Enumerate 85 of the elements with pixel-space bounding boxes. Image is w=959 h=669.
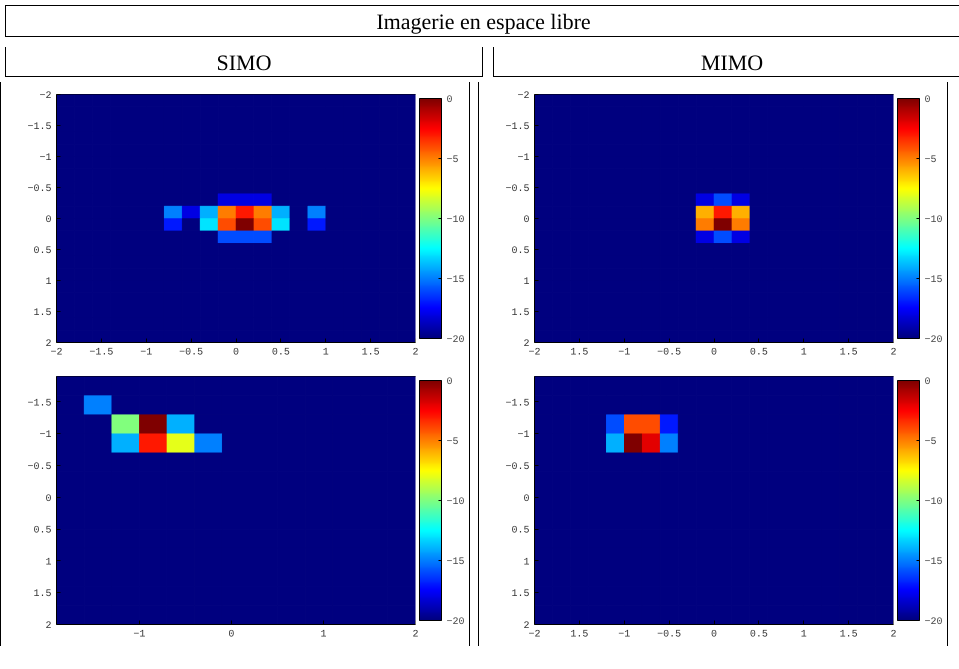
color-bar-label: −20 <box>924 335 943 346</box>
x-tick-label: 0.5 <box>750 630 768 640</box>
y-tick-label: −0.5 <box>27 184 52 195</box>
x-tick-label: 0.5 <box>272 348 290 358</box>
y-tick-label: −1.5 <box>505 398 530 410</box>
y-tick-label: 2 <box>46 339 52 350</box>
color-bar-label: −10 <box>446 497 465 508</box>
x-tick-label: 1.5 <box>840 348 858 358</box>
color-bar-label: −5 <box>446 437 459 448</box>
y-tick-label: −0.5 <box>27 462 52 474</box>
x-tick-label: −1 <box>618 348 630 358</box>
color-bar-label: −10 <box>924 497 943 508</box>
color-bar-label: −5 <box>924 437 937 448</box>
x-tick-label: 1 <box>800 630 807 640</box>
color-bar-label: −20 <box>446 335 465 346</box>
y-tick-label: −1 <box>40 153 52 164</box>
x-tick-label: −1 <box>133 630 146 640</box>
x-tick-label: 0 <box>228 630 234 640</box>
color-bar-label: 0 <box>924 377 931 388</box>
y-tick-label: 1.5 <box>511 589 530 600</box>
x-tick-label: 0 <box>711 630 718 640</box>
y-tick-label: −2 <box>518 91 530 102</box>
x-tick-label: −1 <box>140 348 152 358</box>
y-tick-label: −1 <box>518 430 530 442</box>
y-tick-label: 1.5 <box>33 308 52 319</box>
x-tick-label: −0.5 <box>179 348 204 358</box>
color-bar-label: −15 <box>446 557 465 568</box>
y-tick-label: 1.5 <box>33 589 52 600</box>
y-tick-label: −2 <box>40 91 52 102</box>
x-tick-label: 0 <box>233 348 240 358</box>
color-bar-label: −5 <box>924 155 937 166</box>
y-tick-label: 0.5 <box>511 526 530 537</box>
x-tick-label: 0 <box>711 348 718 358</box>
y-tick-label: −1.5 <box>27 398 52 410</box>
x-tick-label: 1.5 <box>362 348 380 358</box>
x-tick-label: 1.5 <box>840 630 858 640</box>
color-bar-label: −20 <box>446 617 465 628</box>
y-tick-label: −0.5 <box>505 184 530 195</box>
x-tick-label: −1.5 <box>89 348 114 358</box>
x-tick-label: 2 <box>890 348 897 358</box>
y-tick-label: 1 <box>524 277 530 288</box>
x-tick-label: 2 <box>412 630 419 640</box>
y-tick-label: −0.5 <box>505 462 530 474</box>
y-tick-label: 0 <box>524 215 530 226</box>
color-bar-label: −15 <box>924 557 943 568</box>
y-tick-label: 0.5 <box>33 246 52 257</box>
x-tick-label: 1 <box>800 348 807 358</box>
color-bar-label: 0 <box>924 95 931 106</box>
color-bar-label: −20 <box>924 617 943 628</box>
color-bar-label: −10 <box>446 215 465 226</box>
y-tick-label: −1 <box>518 153 530 164</box>
color-bar-label: −5 <box>446 155 459 166</box>
y-tick-label: 1 <box>46 277 52 288</box>
color-bar-label: 0 <box>446 377 453 388</box>
y-tick-label: 1.5 <box>511 308 530 319</box>
x-tick-label: 1.5 <box>570 630 588 640</box>
y-tick-label: 1 <box>46 557 52 568</box>
y-tick-label: 1 <box>524 557 530 568</box>
x-tick-label: 1 <box>320 630 326 640</box>
y-tick-label: 0.5 <box>33 526 52 537</box>
x-tick-label: −0.5 <box>657 630 682 640</box>
x-tick-label: 1.5 <box>570 348 588 358</box>
y-tick-label: 0.5 <box>511 246 530 257</box>
y-tick-label: 2 <box>524 621 530 632</box>
x-tick-label: 0.5 <box>750 348 768 358</box>
y-tick-label: 2 <box>46 621 52 632</box>
x-tick-label: 2 <box>890 630 897 640</box>
x-tick-label: −0.5 <box>657 348 682 358</box>
chart-subtitle: SIMO <box>216 49 272 77</box>
text: Imagerie en espace libre <box>376 8 591 36</box>
y-tick-label: 2 <box>524 339 530 350</box>
color-bar-label: 0 <box>446 95 453 106</box>
x-tick-label: 2 <box>412 348 419 358</box>
x-tick-label: −1 <box>618 630 630 640</box>
y-tick-label: −1 <box>40 430 52 442</box>
color-bar-label: −10 <box>924 215 943 226</box>
y-tick-label: 0 <box>46 215 52 226</box>
color-bar-label: −15 <box>446 275 465 286</box>
color-bar-label: −15 <box>924 275 943 286</box>
x-tick-label: 1 <box>322 348 329 358</box>
chart-subtitle: MIMO <box>700 49 764 77</box>
y-tick-label: 0 <box>524 494 530 505</box>
y-tick-label: −1.5 <box>27 122 52 133</box>
y-tick-label: −1.5 <box>505 122 530 133</box>
y-tick-label: 0 <box>46 494 52 505</box>
